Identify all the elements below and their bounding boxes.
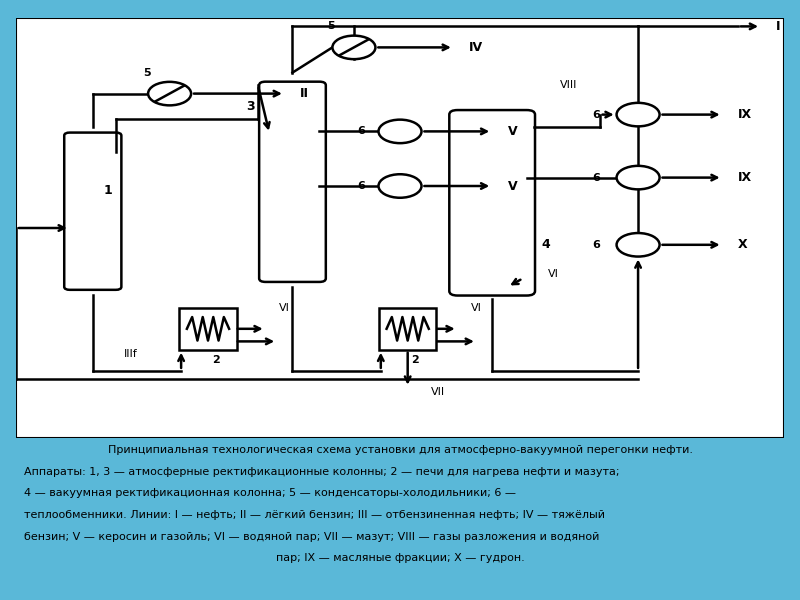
Circle shape xyxy=(333,35,375,59)
Text: 4 — вакуумная ректификационная колонна; 5 — конденсаторы-холодильники; 6 —: 4 — вакуумная ректификационная колонна; … xyxy=(24,488,516,499)
Text: II: II xyxy=(300,87,309,100)
FancyBboxPatch shape xyxy=(259,82,326,282)
Text: бензин; V — керосин и газойль; VI — водяной пар; VII — мазут; VIII — газы разлож: бензин; V — керосин и газойль; VI — водя… xyxy=(24,532,599,542)
Circle shape xyxy=(617,233,659,257)
Text: V: V xyxy=(507,179,517,193)
Text: 1: 1 xyxy=(104,184,113,197)
Text: V: V xyxy=(507,125,517,138)
Text: VI: VI xyxy=(279,303,290,313)
Text: 6: 6 xyxy=(592,240,600,250)
Circle shape xyxy=(148,82,191,106)
Text: VI: VI xyxy=(548,269,559,279)
Text: 6: 6 xyxy=(592,110,600,119)
Circle shape xyxy=(617,166,659,190)
Text: Аппараты: 1, 3 — атмосферные ректификационные колонны; 2 — печи для нагрева нефт: Аппараты: 1, 3 — атмосферные ректификаци… xyxy=(24,467,619,477)
Text: IV: IV xyxy=(469,41,483,54)
Text: 2: 2 xyxy=(411,355,419,365)
Text: 5: 5 xyxy=(327,22,334,31)
Text: 3: 3 xyxy=(246,100,254,113)
Text: 2: 2 xyxy=(212,355,219,365)
FancyBboxPatch shape xyxy=(450,110,535,296)
Circle shape xyxy=(617,103,659,127)
Bar xyxy=(379,308,437,350)
Text: IIIf: IIIf xyxy=(124,349,138,359)
Text: 6: 6 xyxy=(358,127,366,136)
Text: 4: 4 xyxy=(542,238,550,251)
Text: 5: 5 xyxy=(142,68,150,77)
Text: X: X xyxy=(738,238,747,251)
Text: 6: 6 xyxy=(358,181,366,191)
Text: 6: 6 xyxy=(592,173,600,182)
FancyBboxPatch shape xyxy=(64,133,122,290)
Circle shape xyxy=(378,119,422,143)
Text: теплообменники. Линии: I — нефть; II — лёгкий бензин; III — отбензиненная нефть;: теплообменники. Линии: I — нефть; II — л… xyxy=(24,510,605,520)
Text: IX: IX xyxy=(738,171,752,184)
Text: VIII: VIII xyxy=(560,80,578,90)
Text: VI: VI xyxy=(471,303,482,313)
Text: пар; IX — масляные фракции; X — гудрон.: пар; IX — масляные фракции; X — гудрон. xyxy=(276,553,524,563)
Text: VII: VII xyxy=(430,387,445,397)
Bar xyxy=(179,308,237,350)
Text: IX: IX xyxy=(738,108,752,121)
Text: I: I xyxy=(776,20,781,33)
Text: Принципиальная технологическая схема установки для атмосферно-вакуумной перегонк: Принципиальная технологическая схема уст… xyxy=(107,445,693,455)
Circle shape xyxy=(378,174,422,198)
